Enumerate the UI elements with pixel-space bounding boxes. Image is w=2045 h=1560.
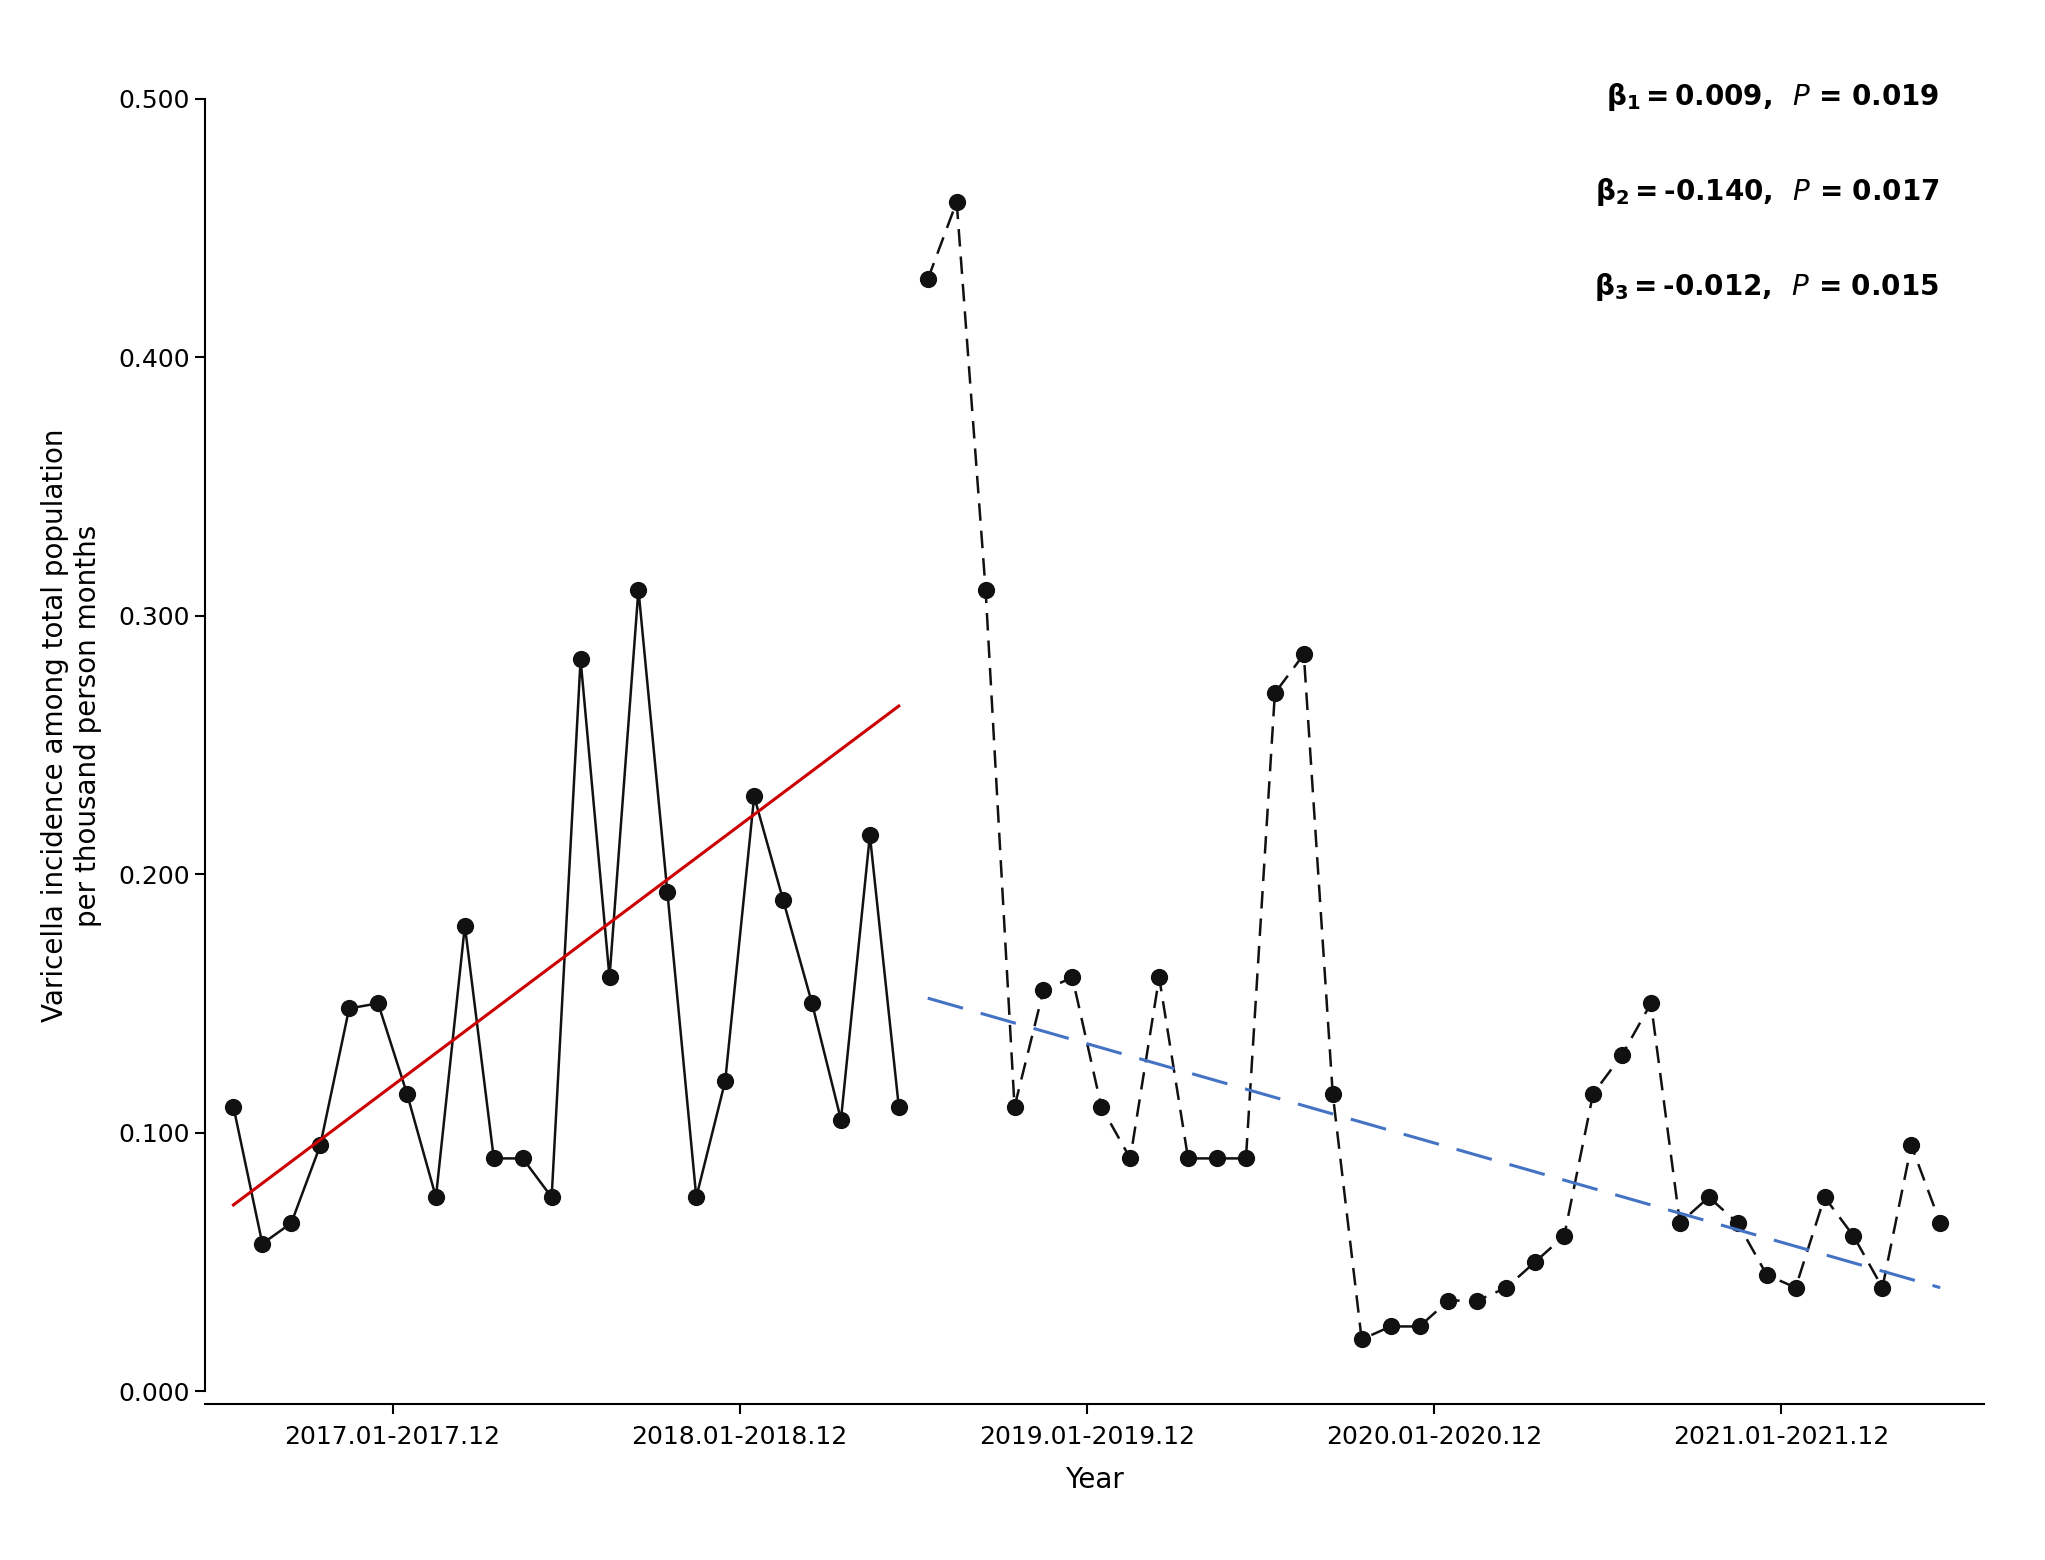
Point (679, 1184, 712, 1209)
Point (507, 1147, 540, 1172)
Point (362, 991, 395, 1016)
Point (1722, 1211, 1755, 1236)
Point (824, 1108, 857, 1133)
Point (1693, 1184, 1726, 1209)
Point (912, 267, 945, 292)
Point (1836, 1223, 1869, 1248)
Point (853, 822, 885, 847)
Point (796, 991, 828, 1016)
Y-axis label: Varicella incidence among total population
per thousand person months: Varicella incidence among total populati… (41, 429, 102, 1022)
Point (1346, 1328, 1378, 1353)
Point (883, 1094, 916, 1119)
Point (941, 189, 973, 214)
Point (593, 966, 626, 991)
Point (1288, 641, 1321, 666)
Text: $\mathbf{\beta_1}$$\mathbf{ = }$0.009,  $\it{P}$ = 0.019: $\mathbf{\beta_1}$$\mathbf{ = }$0.009, $… (1605, 81, 1939, 112)
Point (1519, 1250, 1552, 1275)
Point (1172, 1147, 1205, 1172)
Point (1258, 680, 1290, 705)
Point (1924, 1211, 1957, 1236)
Point (1229, 1147, 1262, 1172)
Point (738, 785, 771, 810)
Point (1115, 1147, 1147, 1172)
Point (1577, 1081, 1609, 1106)
Point (1432, 1289, 1464, 1314)
Point (1143, 966, 1176, 991)
Point (274, 1211, 307, 1236)
Point (650, 880, 683, 905)
Point (1634, 991, 1667, 1016)
Point (564, 647, 597, 672)
Point (245, 1231, 278, 1256)
X-axis label: Year: Year (1065, 1465, 1123, 1493)
Text: $\mathbf{\beta_2}$$\mathbf{ = }$-0.140,  $\it{P}$ = 0.017: $\mathbf{\beta_2}$$\mathbf{ = }$-0.140, … (1595, 176, 1939, 207)
Point (1403, 1314, 1436, 1338)
Point (1460, 1289, 1493, 1314)
Point (305, 1133, 337, 1158)
Point (1317, 1081, 1350, 1106)
Point (1055, 966, 1088, 991)
Point (767, 888, 800, 913)
Point (1751, 1262, 1783, 1287)
Point (391, 1081, 423, 1106)
Point (969, 577, 1002, 602)
Point (1896, 1133, 1928, 1158)
Point (710, 1069, 742, 1094)
Point (333, 995, 366, 1020)
Text: $\mathbf{\beta_3}$$\mathbf{ = }$-0.012,  $\it{P}$ = 0.015: $\mathbf{\beta_3}$$\mathbf{ = }$-0.012, … (1595, 271, 1939, 303)
Point (536, 1184, 569, 1209)
Point (1605, 1042, 1638, 1067)
Point (998, 1094, 1031, 1119)
Point (1808, 1184, 1840, 1209)
Point (1491, 1275, 1524, 1299)
Point (1663, 1211, 1695, 1236)
Point (1200, 1147, 1233, 1172)
Point (1865, 1275, 1898, 1299)
Point (1086, 1094, 1119, 1119)
Point (1374, 1314, 1407, 1338)
Point (1027, 978, 1059, 1003)
Point (419, 1184, 452, 1209)
Point (448, 913, 481, 938)
Point (476, 1147, 509, 1172)
Point (622, 577, 654, 602)
Point (217, 1094, 249, 1119)
Point (1779, 1275, 1812, 1299)
Point (1548, 1223, 1581, 1248)
